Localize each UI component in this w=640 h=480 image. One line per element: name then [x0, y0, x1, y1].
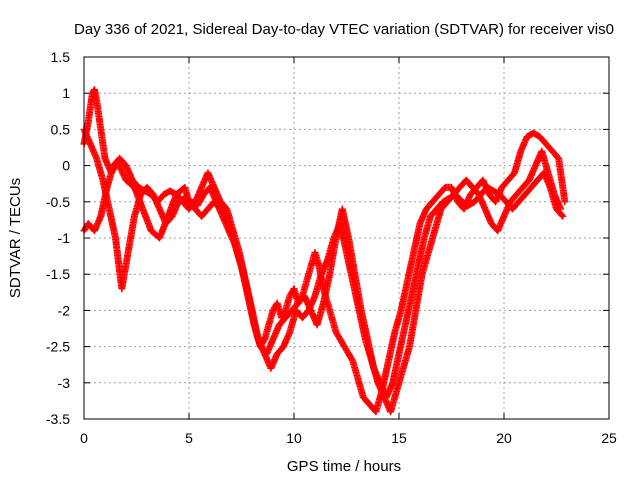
series-track-a	[80, 86, 569, 416]
grid	[84, 57, 609, 419]
y-tick-label: 1.5	[51, 49, 71, 65]
data-point-interp	[348, 356, 356, 364]
x-axis: 0 5 10 15 20 25	[80, 57, 617, 446]
series-track-c	[80, 125, 567, 401]
data-point-interp	[558, 211, 566, 219]
y-axis-label: SDTVAR / TECUs	[7, 178, 24, 298]
y-tick-label: 0.5	[51, 121, 71, 137]
series-track-b	[80, 147, 565, 416]
y-tick-label: 1	[62, 85, 70, 101]
x-tick-label: 0	[80, 430, 88, 446]
y-tick-label: -2	[58, 302, 71, 318]
y-tick-label: -3.5	[46, 411, 70, 427]
x-tick-label: 5	[185, 430, 193, 446]
x-axis-label: GPS time / hours	[287, 458, 401, 475]
y-tick-label: -3	[58, 375, 71, 391]
chart-title: Day 336 of 2021, Sidereal Day-to-day VTE…	[74, 21, 614, 38]
y-tick-label: -0.5	[46, 194, 70, 210]
y-tick-label: -1.5	[46, 266, 70, 282]
y-axis: 1.5 1 0.5 0 -0.5 -1 -1.5 -2 -2.5 -3 -3.5	[46, 49, 609, 427]
y-tick-label: -2.5	[46, 339, 70, 355]
data-point	[559, 212, 567, 220]
y-tick-label: -1	[58, 230, 71, 246]
plot-frame	[83, 56, 610, 420]
x-tick-label: 15	[391, 430, 407, 446]
x-tick-label: 10	[286, 430, 302, 446]
x-tick-label: 25	[601, 430, 617, 446]
data-points	[80, 86, 569, 416]
y-tick-label: 0	[62, 158, 70, 174]
data-point	[561, 198, 569, 206]
x-tick-label: 20	[496, 430, 512, 446]
